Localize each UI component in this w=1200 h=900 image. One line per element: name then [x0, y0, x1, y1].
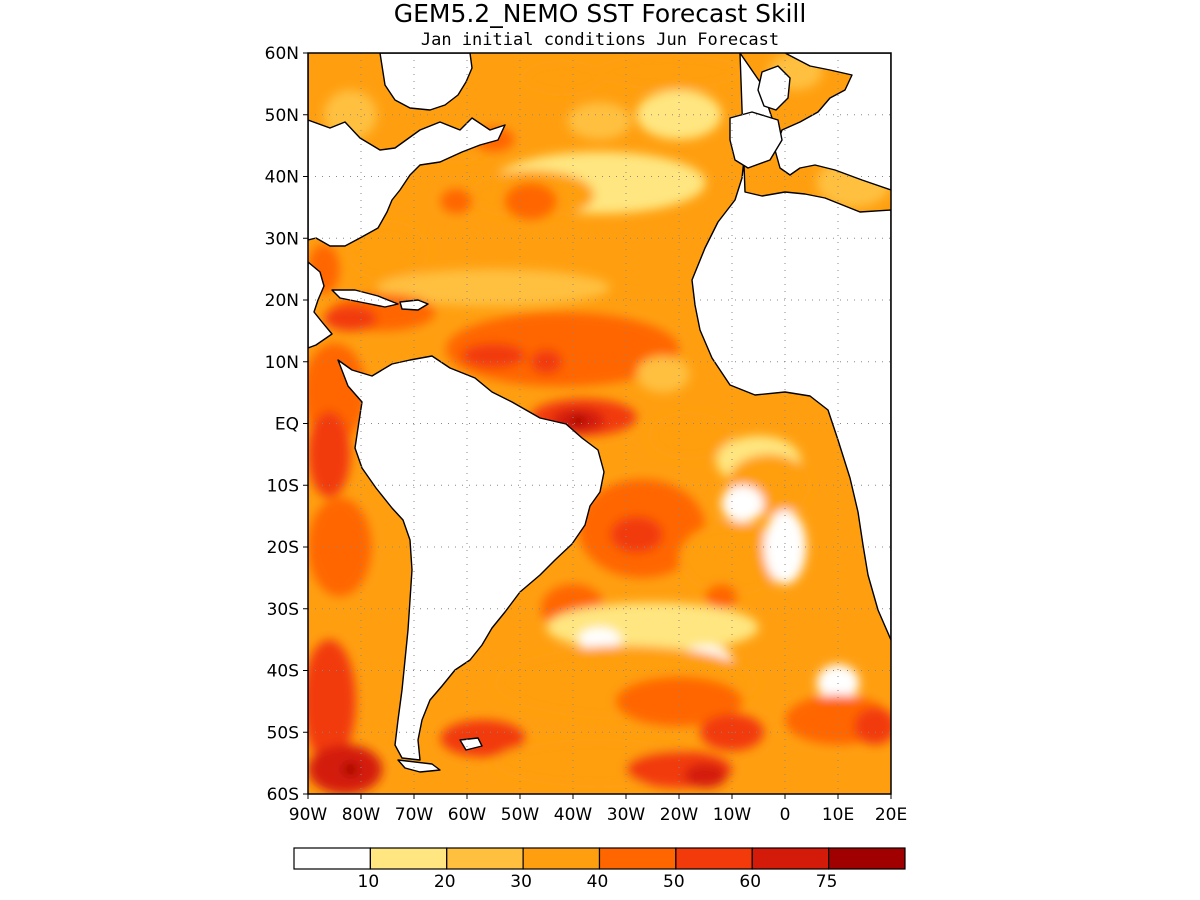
colorbar-label: 40 [587, 872, 609, 892]
lon-tick-label: 10E [822, 805, 854, 825]
lat-tick-label: 50N [265, 106, 299, 126]
colorbar-swatch [598, 847, 677, 870]
colorbar: 10 20 30 40 50 60 75 [293, 847, 906, 892]
colorbar-swatch [293, 847, 371, 870]
skill-region [376, 269, 611, 307]
central-america-land [308, 261, 333, 349]
latitude-axis: 60N 50N 40N 30N 20N 10N EQ 10S 20S 30S 40S 50S 60S [265, 44, 308, 805]
falklands-land [459, 737, 483, 751]
skill-region [578, 627, 621, 652]
map-area [307, 52, 892, 795]
skill-region [504, 182, 558, 220]
lon-tick-label: 90W [289, 805, 328, 825]
africa-land [691, 53, 891, 641]
labrador-land [379, 53, 473, 111]
lat-tick-label: EQ [275, 415, 299, 435]
colorbar-label: 10 [358, 872, 380, 892]
skill-field [308, 53, 891, 794]
north-america-land [308, 53, 506, 247]
lat-tick-label: 50S [267, 723, 299, 743]
skill-region [684, 763, 727, 788]
lat-tick-label: 60S [267, 785, 299, 805]
skill-region [461, 343, 526, 368]
iberia-land [729, 111, 783, 169]
skill-region [567, 102, 632, 140]
colorbar-swatch [675, 847, 753, 870]
map-subtitle: Jan initial conditions Jun Forecast [421, 30, 779, 50]
colorbar-label: 75 [816, 872, 838, 892]
skill-region [308, 497, 372, 597]
skill-region [445, 312, 679, 387]
lat-tick-label: 30N [265, 229, 299, 249]
british-isles-land [757, 65, 791, 111]
lon-tick-label: 60W [448, 805, 487, 825]
colorbar-swatch [828, 847, 906, 870]
skill-region [342, 763, 359, 776]
skill-region [570, 415, 587, 426]
lat-tick-label: 60N [265, 44, 299, 64]
land-masses [308, 53, 891, 773]
skill-region [440, 719, 526, 757]
lat-tick-label: 20S [267, 538, 299, 558]
colorbar-swatch [522, 847, 601, 870]
skill-region [705, 584, 738, 609]
skill-region [323, 306, 377, 331]
skill-region [679, 522, 785, 597]
skill-region [308, 411, 351, 498]
tierra-del-fuego-land [397, 759, 441, 773]
skill-region [721, 485, 764, 523]
colorbar-label: 30 [510, 872, 532, 892]
lat-tick-label: 10N [265, 353, 299, 373]
lon-tick-label: 40W [554, 805, 593, 825]
cuba-land [331, 289, 399, 308]
south-america-land [337, 355, 605, 761]
skill-region [440, 188, 473, 214]
lon-tick-label: 70W [395, 805, 434, 825]
lon-tick-label: 80W [342, 805, 381, 825]
lat-tick-label: 40N [265, 168, 299, 188]
lon-tick-label: 30W [607, 805, 646, 825]
skill-region [647, 411, 732, 461]
skill-region [816, 664, 860, 702]
colorbar-swatch [369, 847, 448, 870]
lon-tick-label: 0 [780, 805, 791, 825]
lat-tick-label: 40S [267, 662, 299, 682]
skill-region [853, 707, 891, 745]
map-title: GEM5.2_NEMO SST Forecast Skill [394, 0, 807, 28]
lon-tick-label: 10W [713, 805, 752, 825]
lon-tick-label: 20W [660, 805, 699, 825]
skill-region [636, 355, 690, 393]
skill-region [308, 639, 356, 764]
skill-region [594, 53, 743, 91]
lat-tick-label: 30S [267, 600, 299, 620]
colorbar-swatch [446, 847, 524, 870]
colorbar-label: 50 [663, 872, 685, 892]
colorbar-swatch [751, 847, 830, 870]
skill-region [520, 59, 605, 97]
skill-region [615, 676, 743, 727]
lat-tick-label: 20N [265, 291, 299, 311]
skill-region [610, 516, 664, 554]
longitude-axis: 90W 80W 70W 60W 50W 40W 30W 20W 10W 0 10E 20E [289, 794, 907, 825]
colorbar-label: 60 [739, 872, 761, 892]
lat-tick-label: 10S [267, 476, 299, 496]
lon-tick-label: 20E [875, 805, 907, 825]
colorbar-label: 20 [434, 872, 456, 892]
skill-region [546, 602, 759, 652]
lon-tick-label: 50W [501, 805, 540, 825]
